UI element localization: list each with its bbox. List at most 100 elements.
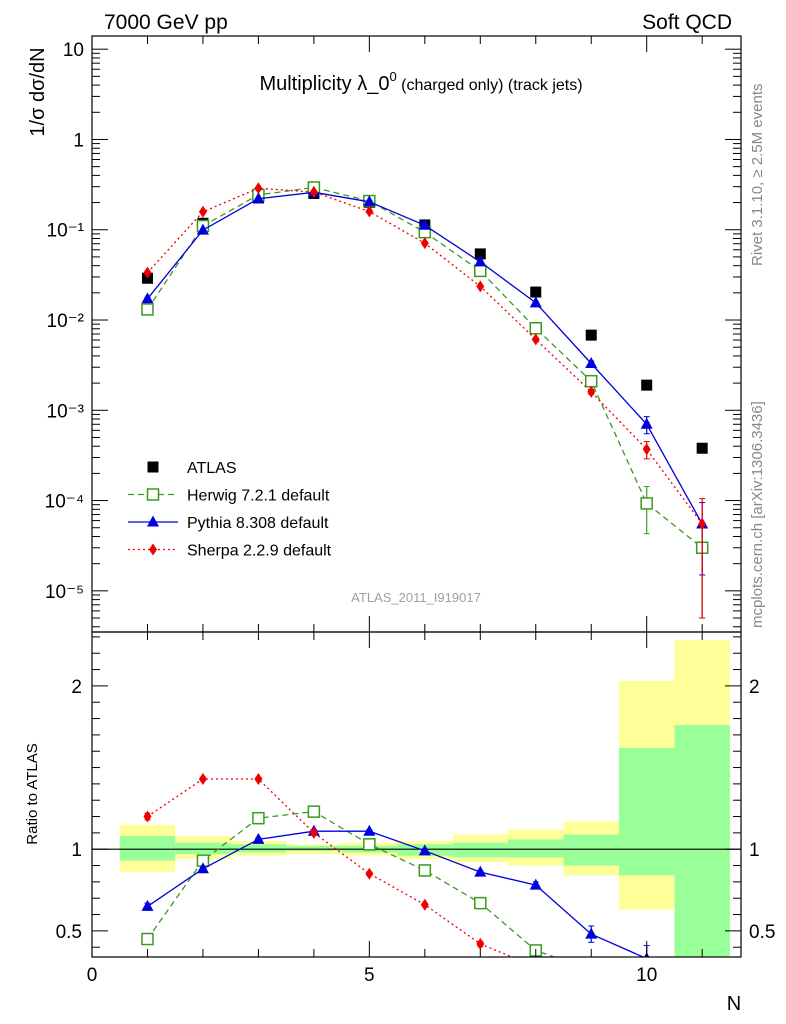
- main-y-tick-label: 1: [73, 130, 84, 151]
- main-point: [642, 443, 651, 456]
- main-point: [585, 329, 597, 341]
- main-point: [141, 303, 154, 316]
- main-y-tick-label: 10⁻⁵: [45, 582, 84, 603]
- ratio-band-stat: [508, 839, 564, 858]
- ratio-point: [363, 838, 376, 851]
- ratio-y-tick-label: 2: [71, 677, 82, 698]
- ratio-band-stat: [452, 842, 509, 858]
- ratio-point: [307, 805, 321, 818]
- ratio-y-tick-label-right: 0.5: [749, 922, 775, 943]
- legend-marker: [147, 461, 159, 473]
- ratio-point: [363, 824, 376, 836]
- plot-title-main: Multiplicity λ_0: [259, 73, 389, 95]
- main-point: [252, 192, 265, 204]
- main-point: [529, 322, 543, 335]
- main-point: [420, 237, 429, 250]
- ratio-y-tick-label: 1: [71, 840, 82, 861]
- main-y-tick-label: 10⁻³: [47, 401, 85, 422]
- ratio-y-axis-label: Ratio to ATLAS: [24, 743, 41, 844]
- main-point: [641, 379, 653, 391]
- analysis-watermark: ATLAS_2011_I919017: [351, 590, 481, 605]
- main-y-tick-label: 10⁻²: [47, 311, 85, 332]
- ratio-panel: Ratio to ATLAS N 0.5 0.5 1 1 2 2 0 5 10: [24, 631, 775, 1015]
- plot-title-suffix: (charged only) (track jets): [397, 77, 583, 94]
- legend-label: Herwig 7.2.1 default: [187, 488, 330, 505]
- ratio-point: [418, 864, 432, 877]
- plot-title: Multiplicity λ_00 (charged only) (track …: [259, 69, 582, 95]
- ratio-point: [474, 865, 487, 877]
- x-tick-label: 0: [87, 965, 98, 986]
- legend: ATLAS Herwig 7.2.1 default Pythia 8.308 de…: [128, 460, 332, 560]
- main-series-pythia-8-308-default: [141, 185, 709, 576]
- ratio-point: [418, 844, 431, 856]
- main-point: [530, 286, 542, 298]
- ratio-point: [252, 832, 265, 844]
- main-point: [198, 205, 207, 218]
- ratio-point: [697, 994, 708, 1005]
- x-tick-label: 5: [364, 965, 375, 986]
- main-point: [640, 417, 653, 429]
- ratio-point: [252, 811, 265, 825]
- ratio-point: [641, 999, 652, 1010]
- ratio-point: [696, 983, 708, 994]
- main-point: [696, 442, 708, 454]
- ratio-point: [532, 961, 540, 973]
- legend-marker: [147, 515, 159, 527]
- x-axis-label: N: [727, 993, 741, 1015]
- main-point: [196, 223, 209, 235]
- ratio-point: [143, 810, 152, 823]
- main-point: [474, 255, 487, 267]
- header-energy-label: 7000 GeV pp: [104, 11, 228, 34]
- ratio-band-stat: [230, 844, 287, 853]
- rivet-version-label: Rivet 3.1.10, ≥ 2.5M events: [749, 84, 766, 267]
- main-point: [143, 266, 152, 279]
- legend-marker: [149, 543, 157, 556]
- ratio-band-stat: [563, 834, 619, 866]
- main-point: [365, 205, 374, 218]
- main-point: [418, 218, 431, 230]
- ratio-y-tick-label-right: 1: [749, 840, 760, 861]
- legend-entry-atlas: ATLAS: [147, 460, 237, 477]
- main-point: [529, 296, 542, 308]
- header-category-label: Soft QCD: [642, 11, 732, 34]
- ratio-point: [476, 937, 485, 950]
- ratio-band-stat: [674, 725, 730, 957]
- ratio-point: [586, 965, 597, 976]
- main-point: [474, 248, 486, 260]
- x-tick-label: 10: [636, 965, 657, 986]
- legend-label: ATLAS: [187, 460, 237, 477]
- main-point: [309, 185, 318, 198]
- main-point: [363, 195, 376, 207]
- legend-entry-sherpa-2-2-9-default: Sherpa 2.2.9 default: [128, 543, 332, 560]
- ratio-plot-frame: [91, 631, 742, 958]
- main-y-tick-label: 10⁻⁴: [45, 492, 84, 513]
- main-point: [584, 374, 598, 388]
- ratio-band-stat: [119, 836, 176, 861]
- main-y-axis-label: 1/σ dσ/dN: [27, 47, 49, 136]
- ratio-point: [585, 927, 598, 939]
- ratio-point: [698, 985, 706, 997]
- main-panel: Multiplicity λ_00 (charged only) (track …: [27, 35, 742, 633]
- ratio-y-tick-label: 0.5: [56, 922, 82, 943]
- main-point: [141, 292, 154, 304]
- ratio-point: [587, 971, 595, 983]
- plot-title-superscript: 0: [389, 69, 396, 84]
- main-point: [531, 333, 540, 346]
- main-point: [476, 280, 485, 293]
- ratio-point: [196, 862, 209, 874]
- ratio-band-stat: [618, 747, 675, 876]
- legend-entry-herwig-7-2-1-default: Herwig 7.2.1 default: [128, 488, 330, 505]
- ratio-band-stat: [286, 845, 342, 851]
- ratio-point: [529, 878, 542, 890]
- main-point: [640, 497, 653, 510]
- ratio-point: [141, 899, 154, 911]
- ratio-series-sherpa-2-2-9-default: [143, 772, 706, 997]
- ratio-point: [365, 867, 374, 880]
- main-point: [474, 264, 487, 278]
- ratio-point: [420, 898, 429, 911]
- ratio-point: [141, 932, 154, 946]
- legend-label: Sherpa 2.2.9 default: [187, 543, 332, 560]
- ratio-point: [254, 772, 263, 785]
- ratio-series-herwig-7-2-1-default: [141, 805, 708, 1010]
